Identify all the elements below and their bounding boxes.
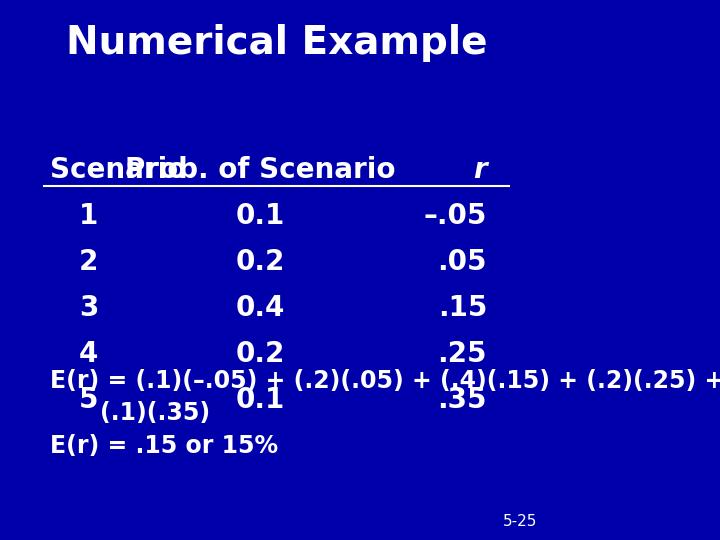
Text: 0.2: 0.2	[235, 340, 285, 368]
Text: 1: 1	[79, 202, 98, 230]
Text: –.05: –.05	[424, 202, 487, 230]
Text: 0.2: 0.2	[235, 248, 285, 276]
Text: .15: .15	[438, 294, 487, 322]
Text: 0.4: 0.4	[235, 294, 285, 322]
Text: .25: .25	[438, 340, 487, 368]
Text: (.1)(.35): (.1)(.35)	[99, 401, 210, 425]
Text: E(r) = (.1)(–.05) + (.2)(.05) + (.4)(.15) + (.2)(.25) +: E(r) = (.1)(–.05) + (.2)(.05) + (.4)(.15…	[50, 369, 720, 393]
Text: 3: 3	[79, 294, 98, 322]
Text: .05: .05	[438, 248, 487, 276]
Text: 0.1: 0.1	[235, 386, 285, 414]
Text: Scenario: Scenario	[50, 156, 186, 184]
Text: 4: 4	[79, 340, 98, 368]
Text: 2: 2	[79, 248, 98, 276]
Text: 5: 5	[78, 386, 99, 414]
Text: .35: .35	[438, 386, 487, 414]
Text: 5-25: 5-25	[503, 514, 537, 529]
Text: 0.1: 0.1	[235, 202, 285, 230]
Text: Prob. of Scenario: Prob. of Scenario	[125, 156, 395, 184]
Text: Numerical Example: Numerical Example	[66, 24, 487, 62]
Text: E(r) = .15 or 15%: E(r) = .15 or 15%	[50, 434, 278, 457]
Text: r: r	[474, 156, 487, 184]
